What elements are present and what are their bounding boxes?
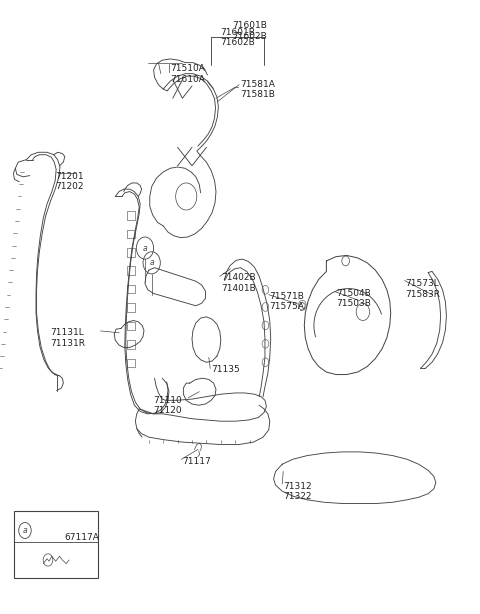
- Text: a: a: [149, 258, 154, 267]
- Bar: [127, 266, 135, 275]
- Text: 71601B
71602B: 71601B 71602B: [232, 21, 267, 41]
- Bar: [127, 322, 135, 330]
- Bar: [127, 359, 135, 367]
- Text: 71504B
71503B: 71504B 71503B: [336, 289, 371, 308]
- Bar: [127, 248, 135, 257]
- Text: 71573L
71583R: 71573L 71583R: [406, 279, 441, 299]
- Text: 71312
71322: 71312 71322: [283, 482, 312, 502]
- Text: a: a: [23, 526, 27, 535]
- Text: a: a: [143, 244, 147, 252]
- Text: 67117A: 67117A: [65, 534, 100, 542]
- Text: 71110
71120: 71110 71120: [154, 396, 182, 416]
- Bar: [127, 285, 135, 293]
- Bar: [127, 340, 135, 349]
- Bar: [127, 211, 135, 220]
- Text: 71201
71202: 71201 71202: [55, 172, 84, 192]
- Text: 71135: 71135: [211, 365, 240, 375]
- Text: 71402B
71401B: 71402B 71401B: [221, 273, 255, 293]
- Bar: [14, 511, 98, 578]
- Text: 71510A
71610A: 71510A 71610A: [170, 64, 205, 84]
- Text: 71601B
71602B: 71601B 71602B: [220, 28, 255, 47]
- Text: 71571B
71575A: 71571B 71575A: [269, 292, 304, 311]
- Bar: [127, 303, 135, 312]
- Text: 71131L
71131R: 71131L 71131R: [50, 328, 85, 348]
- Text: 71581A
71581B: 71581A 71581B: [240, 80, 275, 99]
- Bar: [127, 230, 135, 238]
- Text: 71117: 71117: [182, 457, 211, 467]
